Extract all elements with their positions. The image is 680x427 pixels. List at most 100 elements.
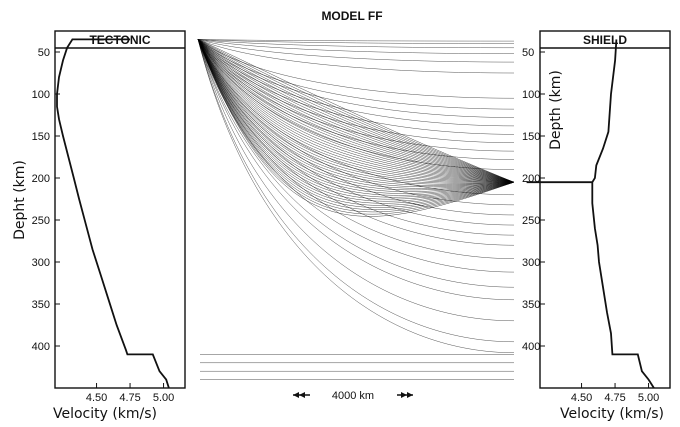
ray-path — [197, 39, 515, 183]
left-ytick-label: 150 — [32, 131, 50, 143]
main-title: MODEL FF — [321, 9, 382, 23]
tectonic-frame — [54, 30, 186, 389]
ray-path — [197, 39, 515, 183]
shield-x-axis-label: Velocity (km/s) — [560, 406, 664, 422]
ray-path — [197, 39, 515, 213]
ray-path — [197, 39, 515, 259]
ray-path — [197, 39, 515, 288]
right-ytick-label: 100 — [522, 89, 540, 101]
ray-path — [197, 39, 515, 183]
ray-path — [197, 39, 515, 191]
tectonic-velocity-profile — [56, 38, 170, 389]
left-ytick-label: 250 — [32, 215, 50, 227]
ray-path — [197, 39, 515, 188]
shield-frame — [539, 30, 671, 389]
ray-path — [197, 39, 515, 183]
tectonic-x-ticks: 4.50 4.75 5.00 — [86, 383, 174, 404]
ray-path — [197, 39, 515, 301]
left-ytick-label: 200 — [32, 173, 50, 185]
ray-path — [197, 39, 515, 183]
ray-path — [197, 39, 515, 183]
ray-path — [197, 39, 515, 183]
ray-path — [197, 39, 515, 118]
ray-path — [197, 39, 515, 183]
ray-path — [197, 39, 515, 343]
left-ytick-label: 50 — [38, 47, 50, 59]
ray-path — [197, 39, 515, 202]
shield-x-ticks: 4.50 4.75 5.00 — [571, 383, 659, 404]
ray-path — [197, 39, 515, 183]
ray-path — [197, 39, 515, 322]
ray-path — [197, 39, 515, 183]
ray-path — [197, 39, 515, 226]
ray-path — [197, 39, 515, 63]
right-ytick-label: 200 — [522, 173, 540, 185]
left-ytick-label: 350 — [32, 299, 50, 311]
ray-path — [197, 39, 515, 183]
scale-right-arrowhead — [401, 392, 413, 398]
shield-velocity-profile — [526, 39, 655, 389]
left-xtick-label: 5.00 — [153, 392, 174, 404]
ray-path — [197, 39, 515, 196]
ray-path — [197, 39, 515, 210]
ray-path — [197, 39, 515, 183]
left-ytick-label: 100 — [32, 89, 50, 101]
ray-path — [197, 39, 515, 183]
ray-path — [197, 39, 515, 42]
ray-path — [197, 39, 515, 183]
left-ytick-label: 300 — [32, 257, 50, 269]
tectonic-x-axis-label: Velocity (km/s) — [53, 406, 157, 422]
ray-path — [197, 39, 515, 183]
shield-panel: SHIELD 50 100 150 200 250 300 350 400 4.50 4.75 5… — [522, 30, 671, 422]
ray-path — [197, 39, 515, 110]
ray-path — [197, 39, 515, 246]
ray-path — [197, 39, 515, 183]
ray-path — [197, 39, 515, 152]
ray-path — [197, 39, 515, 216]
tectonic-y-axis-label: Depht (km) — [12, 160, 28, 240]
scale-left-arrowhead — [293, 392, 305, 398]
ray-path — [197, 39, 515, 198]
right-xtick-label: 4.50 — [571, 392, 592, 404]
ray-path — [197, 39, 515, 44]
right-ytick-label: 150 — [522, 131, 540, 143]
ray-path — [197, 39, 515, 183]
ray-path — [197, 39, 515, 183]
right-ytick-label: 300 — [522, 257, 540, 269]
left-xtick-label: 4.50 — [86, 392, 107, 404]
ray-path — [197, 39, 515, 192]
scale-label: 4000 km — [332, 390, 374, 402]
right-xtick-label: 5.00 — [638, 392, 659, 404]
ray-path — [197, 39, 515, 185]
ray-path — [197, 39, 515, 49]
ray-path — [197, 39, 515, 273]
ray-path — [197, 39, 515, 353]
ray-path — [197, 39, 515, 183]
shield-y-axis-label: Depth (km) — [548, 70, 564, 150]
ray-diagram — [197, 39, 515, 380]
right-ytick-label: 250 — [522, 215, 540, 227]
ray-path — [197, 39, 515, 208]
ray-path — [197, 39, 515, 183]
shield-y-ticks: 50 100 150 200 250 300 350 400 — [522, 47, 545, 353]
ray-path — [197, 39, 515, 183]
ray-path — [197, 39, 515, 189]
right-xtick-label: 4.75 — [604, 392, 625, 404]
right-ytick-label: 400 — [522, 341, 540, 353]
ray-path — [197, 39, 515, 183]
ray-path — [197, 39, 515, 183]
right-ytick-label: 350 — [522, 299, 540, 311]
left-ytick-label: 400 — [32, 341, 50, 353]
shield-title: SHIELD — [583, 33, 627, 47]
ray-path — [197, 39, 515, 99]
ray-path — [197, 39, 515, 183]
right-ytick-label: 50 — [522, 47, 534, 59]
ray-path — [197, 39, 515, 204]
distance-scale: 4000 km — [293, 390, 413, 402]
tectonic-y-ticks: 50 100 150 200 250 300 350 400 — [32, 47, 60, 353]
left-xtick-label: 4.75 — [119, 392, 140, 404]
ray-path — [197, 39, 515, 54]
ray-path — [197, 39, 515, 183]
